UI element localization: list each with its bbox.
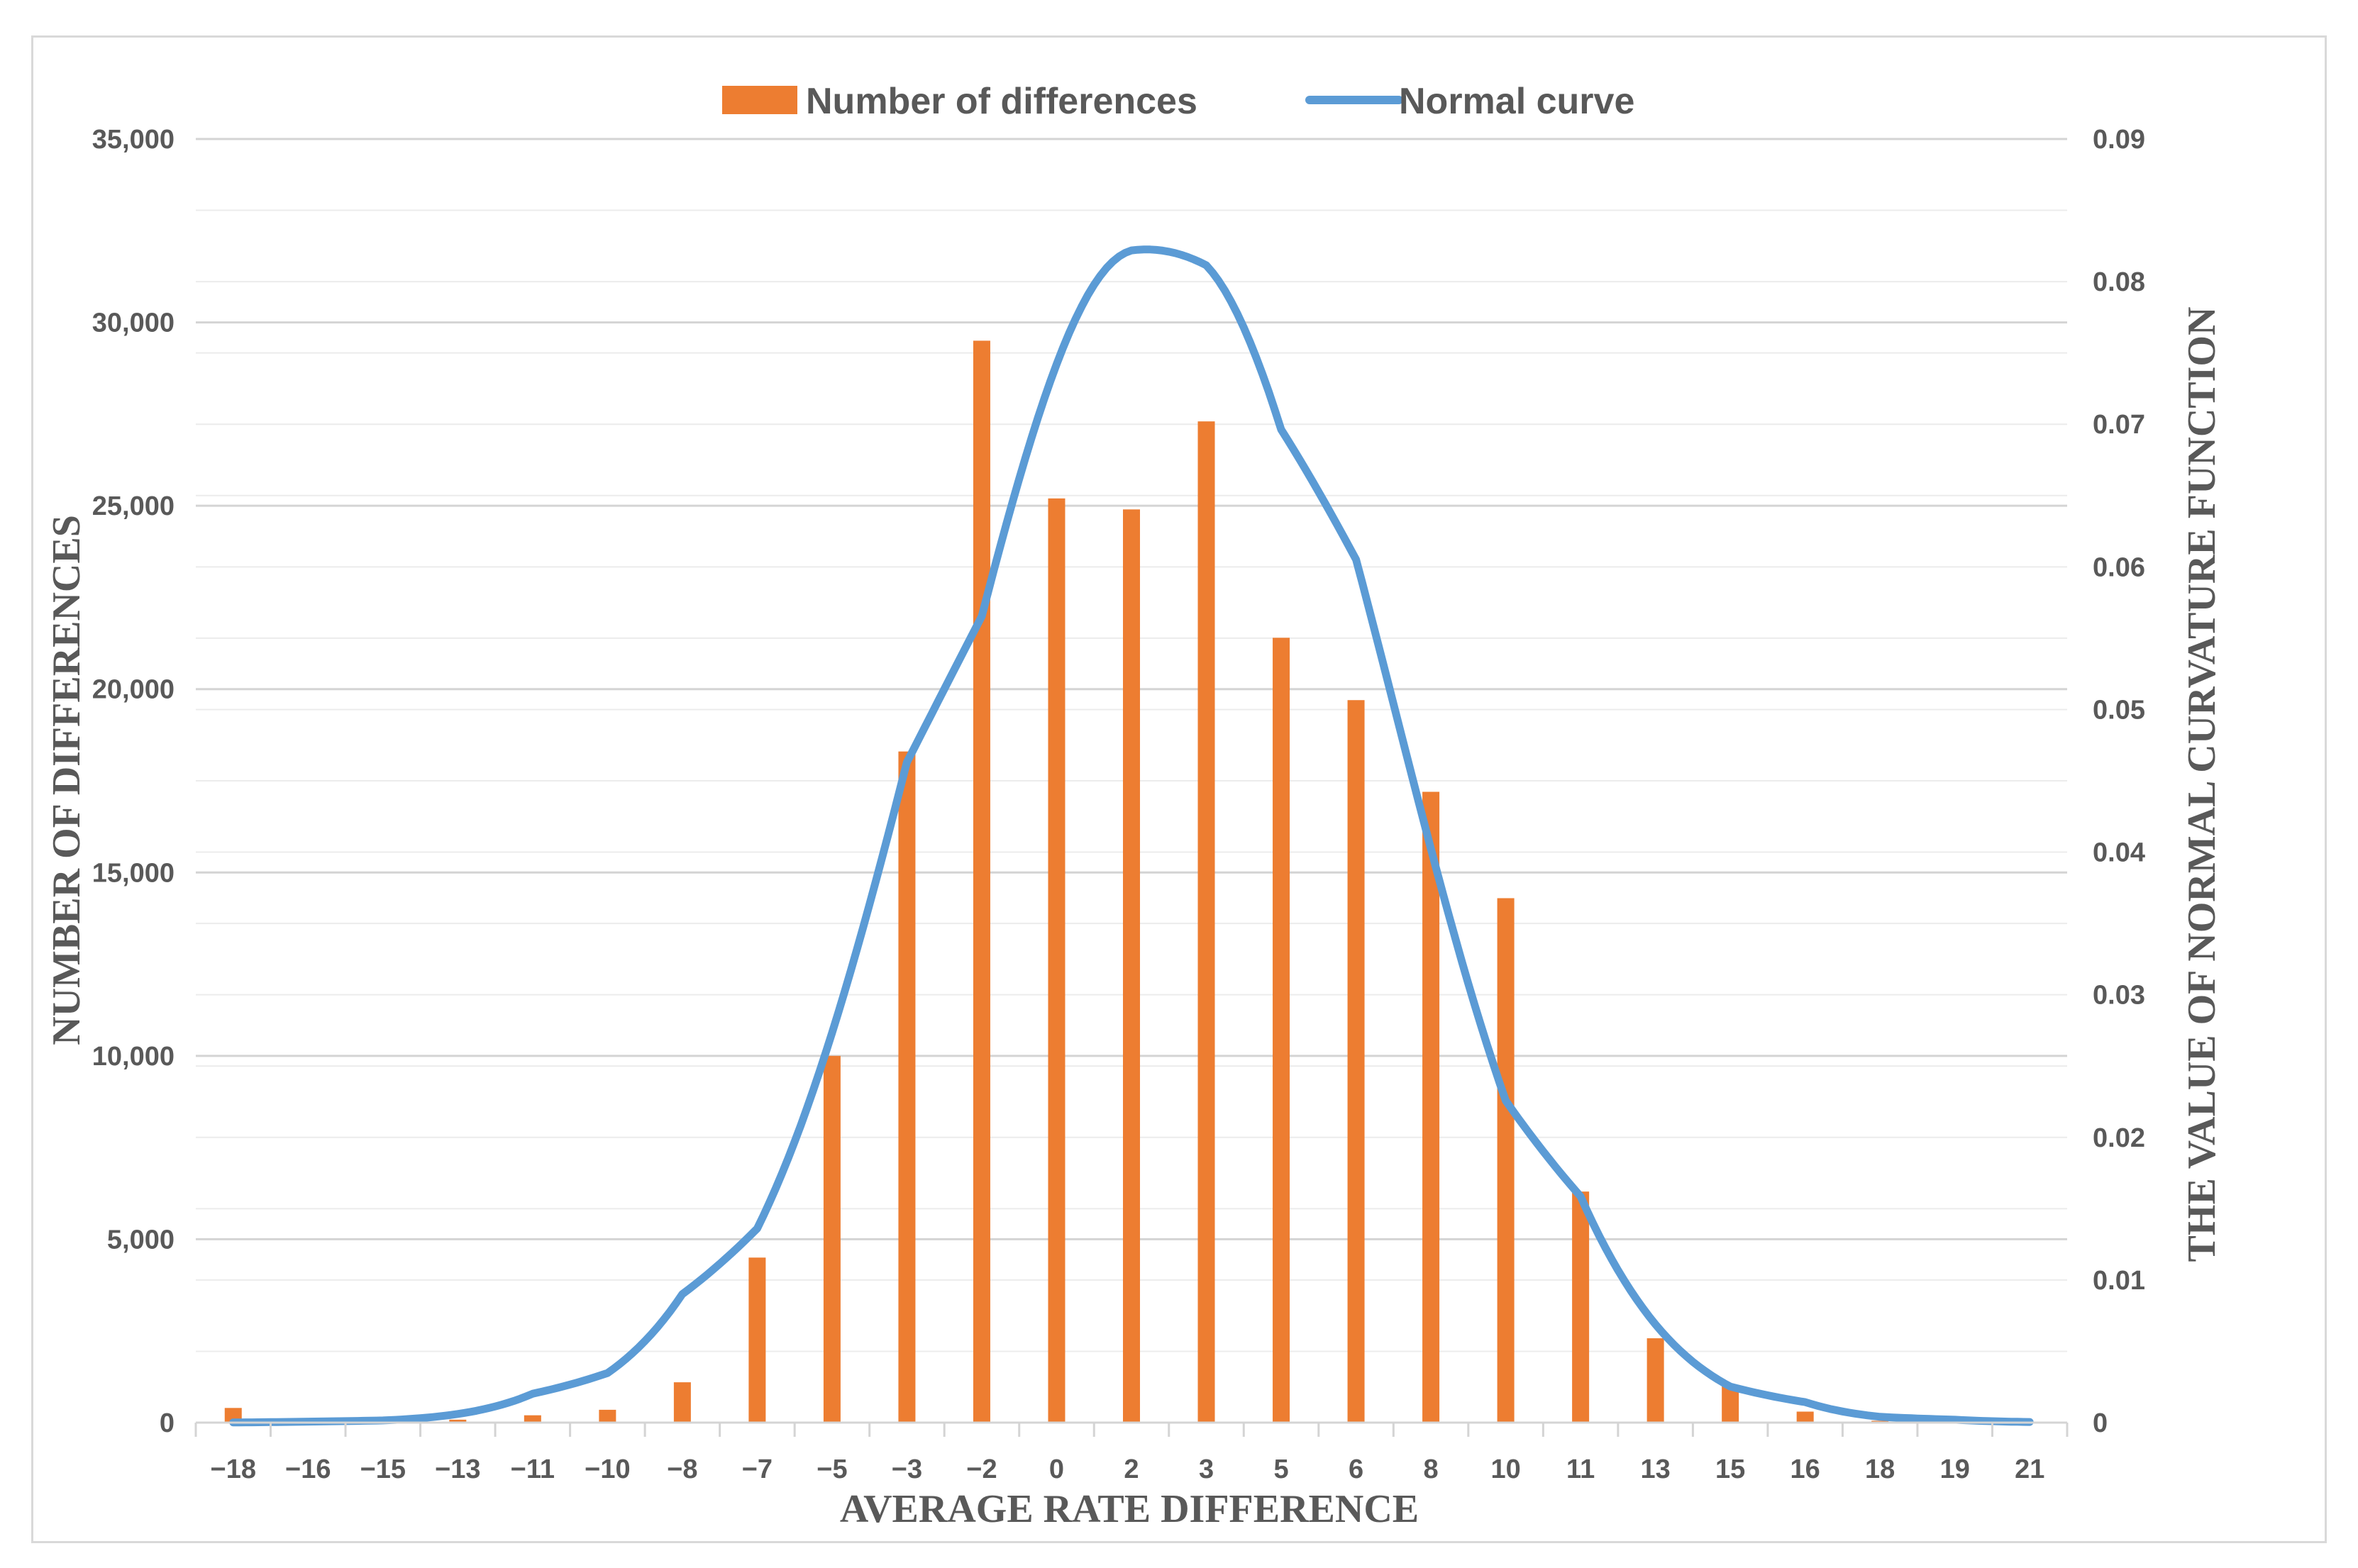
bar	[599, 1409, 616, 1423]
bar	[1572, 1191, 1590, 1423]
legend-swatch-bars	[722, 86, 797, 114]
x-tick-label: 6	[1349, 1455, 1363, 1484]
x-tick-label: 11	[1566, 1455, 1595, 1484]
x-tick-label: −18	[211, 1455, 256, 1484]
normal-curve-series	[229, 245, 2034, 1427]
y2-tick-label: 0.08	[2093, 267, 2145, 297]
bar	[673, 1382, 691, 1423]
bar	[1722, 1386, 1739, 1423]
bar	[823, 1055, 841, 1423]
y2-tick-label: 0.02	[2093, 1123, 2145, 1153]
bar	[449, 1419, 467, 1423]
bar	[1646, 1338, 1664, 1423]
bar	[1347, 700, 1365, 1423]
bar	[524, 1415, 541, 1423]
x-tick-label: −11	[511, 1455, 555, 1484]
bar	[1273, 638, 1290, 1423]
bar	[1123, 509, 1140, 1423]
legend-label-curve: Normal curve	[1399, 81, 1634, 122]
y2-tick-label: 0.05	[2093, 695, 2145, 725]
axes: 0 5,000 10,000 15,000 20,000 25,000 30,000 35,0…	[92, 125, 2145, 1484]
legend: Number of differences Normal curve	[722, 81, 1634, 122]
x-tick-label: 5	[1273, 1455, 1288, 1484]
x-tick-label: 18	[1865, 1455, 1895, 1484]
x-tick-label: −8	[667, 1455, 697, 1484]
x-tick-label: −3	[892, 1455, 922, 1484]
y-tick-label: 20,000	[92, 675, 175, 705]
x-tick-label: −15	[360, 1455, 406, 1484]
bar	[1197, 421, 1215, 1423]
bar	[898, 751, 916, 1423]
y2-tick-label: 0.07	[2093, 410, 2145, 440]
normal-curve-line	[229, 245, 2034, 1427]
y-tick-label: 5,000	[107, 1225, 175, 1255]
bar	[973, 340, 990, 1423]
x-tick-label: 3	[1199, 1455, 1214, 1484]
y2-tick-label: 0.01	[2093, 1266, 2145, 1296]
bar	[748, 1257, 766, 1423]
x-tick-label: 15	[1715, 1455, 1745, 1484]
x-axis-title: AVERAGE RATE DIFFERENCE	[840, 1487, 1419, 1531]
legend-label-bars: Number of differences	[806, 81, 1197, 122]
x-tick-label: 21	[2015, 1455, 2044, 1484]
y2-tick-label: 0.04	[2093, 838, 2145, 868]
y2-tick-label: 0	[2093, 1408, 2108, 1438]
x-tick-label: −5	[817, 1455, 847, 1484]
x-tick-label: 13	[1640, 1455, 1670, 1484]
y-tick-label: 15,000	[92, 858, 175, 888]
y2-tick-label: 0.09	[2093, 125, 2145, 155]
x-tick-label: −7	[742, 1455, 773, 1484]
chart-frame	[31, 35, 2327, 1543]
x-tick-label: 16	[1790, 1455, 1820, 1484]
y-tick-label: 10,000	[92, 1042, 175, 1072]
x-tick-label: 19	[1940, 1455, 1970, 1484]
bar	[1796, 1411, 1814, 1423]
x-tick-label: 8	[1424, 1455, 1439, 1484]
y2-axis-title: THE VALUE OF NORMAL CURVATURE FUNCTION	[2180, 307, 2224, 1262]
x-tick-label: −10	[585, 1455, 630, 1484]
bar	[1048, 498, 1065, 1423]
x-tick-label: 10	[1490, 1455, 1520, 1484]
y-tick-label: 30,000	[92, 308, 175, 338]
y-tick-label: 25,000	[92, 491, 175, 521]
bar	[1422, 791, 1440, 1423]
bar	[1497, 898, 1515, 1423]
y-tick-label: 0	[160, 1408, 175, 1438]
y-axis-title: NUMBER OF DIFFERENCES	[45, 515, 89, 1045]
x-tick-label: 2	[1124, 1455, 1139, 1484]
bar-series	[224, 340, 2039, 1423]
y2-tick-label: 0.03	[2093, 981, 2145, 1011]
x-tick-label: −16	[285, 1455, 331, 1484]
y2-tick-label: 0.06	[2093, 552, 2145, 582]
x-tick-label: −2	[966, 1455, 997, 1484]
x-tick-label: −13	[435, 1455, 480, 1484]
x-tick-label: 0	[1049, 1455, 1064, 1484]
y-tick-label: 35,000	[92, 125, 175, 155]
